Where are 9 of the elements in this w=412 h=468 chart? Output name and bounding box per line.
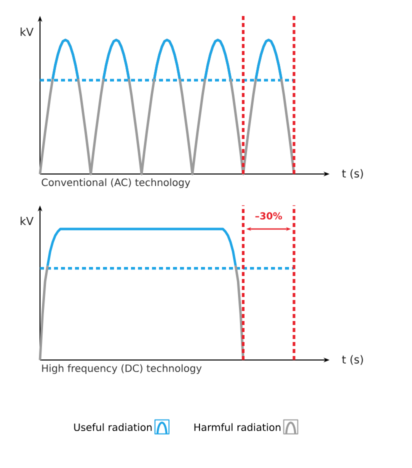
y-axis-title: kV xyxy=(20,28,34,36)
x-axis-title: t (s) xyxy=(342,169,363,179)
legend-label: Useful radiation xyxy=(74,423,152,432)
text: Conventional (AC) technology xyxy=(42,178,190,188)
y-axis-title: kV xyxy=(20,216,34,226)
text: –30% xyxy=(255,212,282,220)
legend-label: Harmful radiation xyxy=(194,423,280,432)
text: High frequency (DC) technology xyxy=(42,364,202,374)
x-axis-title: t (s) xyxy=(342,355,363,365)
